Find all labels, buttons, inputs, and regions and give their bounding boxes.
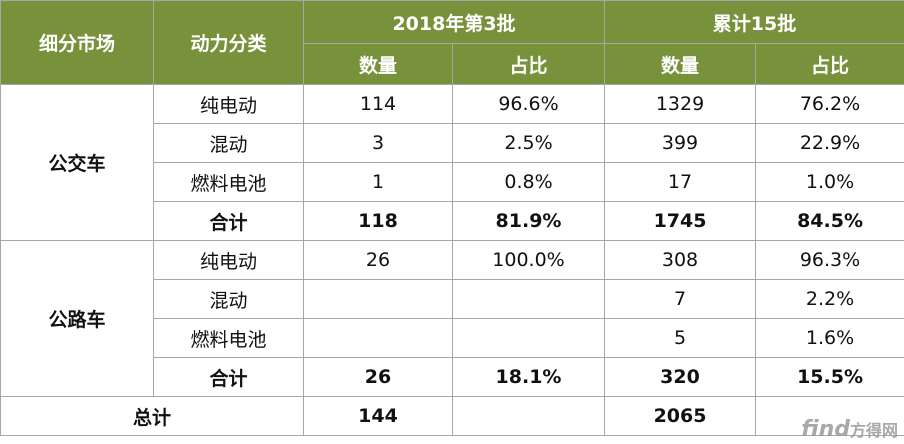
grand-total-batch-qty: 144	[303, 396, 453, 436]
header-power-type: 动力分类	[153, 0, 304, 85]
batch-qty: 3	[303, 123, 453, 163]
watermark-cjk: 方得网	[849, 421, 898, 440]
grand-total-label: 总计	[0, 396, 304, 436]
cum-ratio: 15.5%	[755, 357, 904, 397]
header-cumulative-group: 累计15批	[604, 0, 904, 44]
cum-qty: 1745	[604, 201, 757, 241]
subtotal-row: 合计 26 18.1% 320 15.5%	[1, 357, 904, 397]
header-row-1: 细分市场 动力分类 2018年第3批 累计15批	[0, 0, 904, 85]
market-label-coach: 公路车	[0, 240, 154, 397]
header-market: 细分市场	[0, 0, 154, 85]
batch-qty: 26	[303, 240, 453, 280]
batch-ratio: 100.0%	[451, 240, 606, 280]
power-type: 混动	[153, 279, 304, 319]
subtotal-label: 合计	[153, 201, 304, 241]
batch-ratio: 18.1%	[451, 357, 606, 397]
cum-qty: 320	[604, 357, 757, 397]
watermark-logo: find方得网	[801, 417, 898, 442]
table-row: 混动 3 2.5% 399 22.9%	[1, 123, 904, 163]
header-batch-qty: 数量	[303, 43, 453, 85]
power-type: 混动	[153, 123, 304, 163]
subtotal-label: 合计	[153, 357, 304, 397]
header-row-2: 数量 占比 数量 占比	[1, 43, 904, 85]
cum-ratio: 96.3%	[755, 240, 904, 280]
cum-ratio: 22.9%	[755, 123, 904, 163]
header-cum-qty: 数量	[604, 43, 757, 85]
batch-qty: 26	[303, 357, 453, 397]
cum-ratio: 84.5%	[755, 201, 904, 241]
header-batch-group: 2018年第3批	[302, 0, 606, 44]
cum-qty: 399	[604, 123, 757, 163]
cum-qty: 17	[604, 162, 757, 202]
grand-total-cum-ratio	[755, 396, 904, 436]
power-type: 燃料电池	[153, 162, 304, 202]
batch-qty: 114	[303, 84, 453, 124]
batch-qty	[303, 279, 453, 319]
cum-ratio: 2.2%	[755, 279, 904, 319]
batch-ratio: 96.6%	[451, 84, 606, 124]
subtotal-row: 合计 118 81.9% 1745 84.5%	[1, 201, 904, 241]
batch-qty: 118	[303, 201, 453, 241]
table-row: 公交车 纯电动 114 96.6% 1329 76.2%	[0, 84, 904, 241]
table-row: 公路车 纯电动 26 100.0% 308 96.3%	[0, 240, 904, 397]
batch-ratio: 81.9%	[451, 201, 606, 241]
batch-qty	[303, 318, 453, 358]
header-cum-ratio: 占比	[755, 43, 904, 85]
cum-qty: 308	[604, 240, 757, 280]
grand-total-row: 总计 144 2065	[0, 396, 904, 436]
batch-ratio	[451, 279, 606, 319]
header-batch-ratio: 占比	[451, 43, 606, 85]
cum-ratio: 1.0%	[755, 162, 904, 202]
cum-ratio: 1.6%	[755, 318, 904, 358]
cum-ratio: 76.2%	[755, 84, 904, 124]
table-row: 燃料电池 5 1.6%	[1, 318, 904, 358]
batch-ratio: 0.8%	[451, 162, 606, 202]
grand-total-cum-qty: 2065	[604, 396, 757, 436]
cum-qty: 5	[604, 318, 757, 358]
power-type: 纯电动	[153, 240, 304, 280]
table-row: 燃料电池 1 0.8% 17 1.0%	[1, 162, 904, 202]
batch-qty: 1	[303, 162, 453, 202]
power-type: 燃料电池	[153, 318, 304, 358]
market-label-bus: 公交车	[0, 84, 154, 241]
batch-ratio: 2.5%	[451, 123, 606, 163]
power-type: 纯电动	[153, 84, 304, 124]
table-row: 混动 7 2.2%	[1, 279, 904, 319]
batch-ratio	[451, 318, 606, 358]
grand-total-batch-ratio	[451, 396, 606, 436]
cum-qty: 1329	[604, 84, 757, 124]
cum-qty: 7	[604, 279, 757, 319]
watermark-latin: find	[801, 417, 850, 442]
